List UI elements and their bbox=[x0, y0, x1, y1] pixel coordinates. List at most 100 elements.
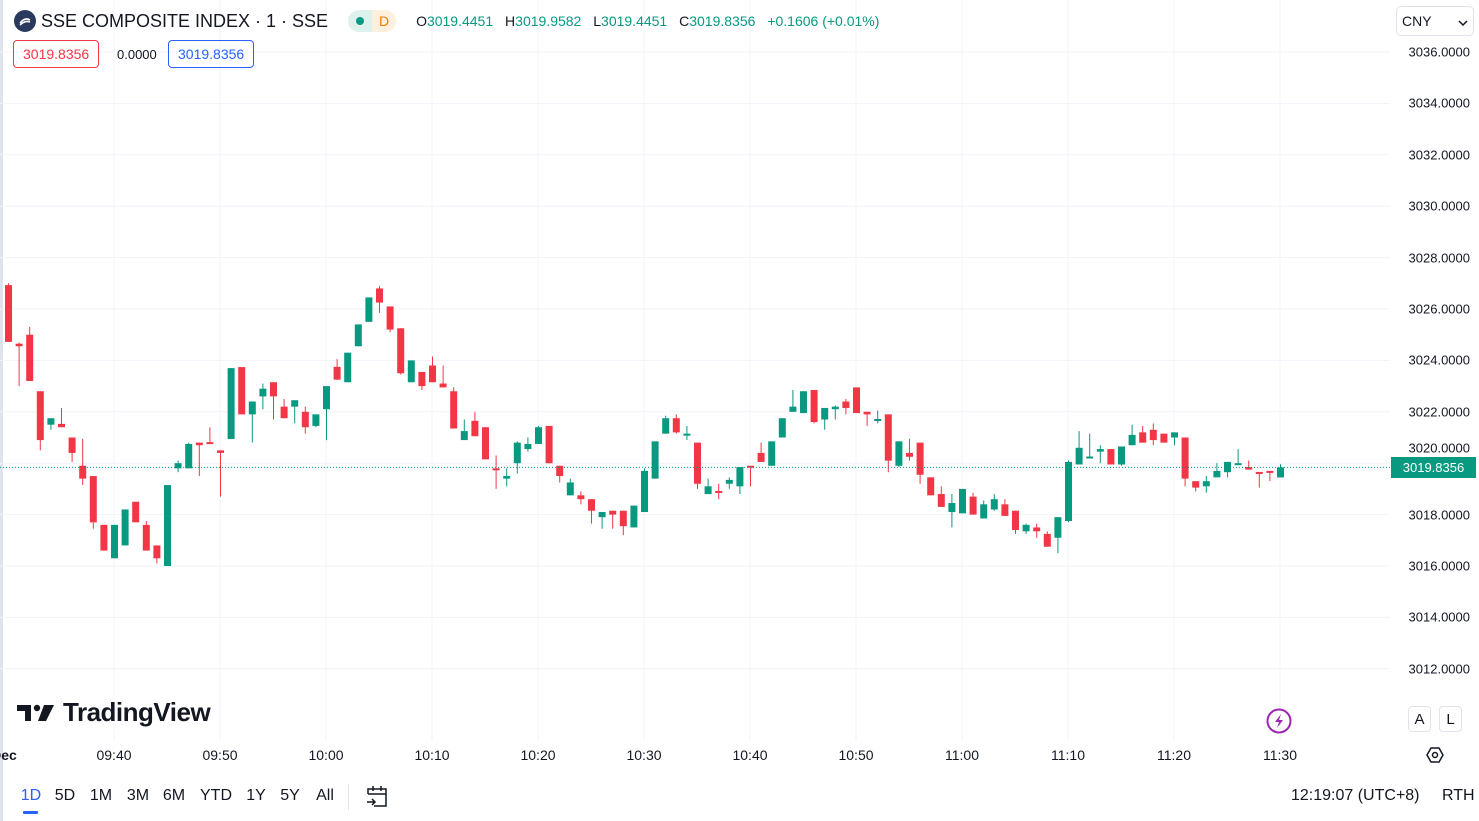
candle[interactable] bbox=[916, 442, 924, 484]
candle[interactable] bbox=[609, 510, 617, 529]
candle[interactable] bbox=[874, 410, 882, 424]
symbol-title[interactable]: SSE COMPOSITE INDEX · 1 · SSE bbox=[41, 10, 329, 31]
candle[interactable] bbox=[68, 437, 76, 462]
candle[interactable] bbox=[217, 450, 224, 497]
candle[interactable] bbox=[185, 442, 193, 469]
candle[interactable] bbox=[641, 468, 648, 513]
candle[interactable] bbox=[959, 488, 966, 514]
candle[interactable] bbox=[598, 512, 606, 529]
candle[interactable] bbox=[5, 283, 12, 342]
candle[interactable] bbox=[1075, 431, 1083, 465]
candle[interactable] bbox=[1149, 423, 1157, 446]
candle[interactable] bbox=[535, 425, 542, 444]
candle[interactable] bbox=[1001, 499, 1009, 516]
candle[interactable] bbox=[842, 398, 850, 415]
candle[interactable] bbox=[270, 382, 277, 420]
candle[interactable] bbox=[354, 324, 362, 347]
candle[interactable] bbox=[1213, 463, 1221, 478]
log-scale-button[interactable]: L bbox=[1439, 706, 1462, 732]
candle[interactable] bbox=[906, 438, 913, 461]
range-5d[interactable]: 5D bbox=[54, 787, 76, 804]
range-5y[interactable]: 5Y bbox=[280, 787, 300, 804]
candle[interactable] bbox=[132, 501, 140, 523]
candle[interactable] bbox=[1033, 523, 1041, 538]
candle[interactable] bbox=[291, 400, 299, 424]
candle[interactable] bbox=[545, 425, 553, 464]
candle[interactable] bbox=[344, 352, 352, 383]
candle[interactable] bbox=[301, 406, 309, 434]
clock-timezone[interactable]: 12:19:07 (UTC+8) bbox=[1291, 787, 1420, 804]
candle[interactable] bbox=[683, 425, 691, 441]
candle[interactable] bbox=[100, 524, 108, 551]
candle[interactable] bbox=[619, 510, 627, 536]
candle[interactable] bbox=[142, 521, 150, 551]
candle[interactable] bbox=[36, 391, 44, 451]
candle[interactable] bbox=[948, 494, 956, 528]
candle[interactable] bbox=[15, 342, 23, 387]
candle[interactable] bbox=[1255, 471, 1263, 488]
candle[interactable] bbox=[1065, 460, 1072, 523]
candle[interactable] bbox=[47, 418, 55, 430]
range-all[interactable]: All bbox=[316, 787, 334, 804]
settings-icon[interactable] bbox=[1425, 745, 1445, 770]
candle[interactable] bbox=[1054, 517, 1062, 554]
candle[interactable] bbox=[704, 478, 712, 495]
candle[interactable] bbox=[238, 367, 246, 415]
candle[interactable] bbox=[397, 328, 405, 375]
candle[interactable] bbox=[503, 468, 511, 487]
candle[interactable] bbox=[810, 389, 818, 424]
candle[interactable] bbox=[768, 441, 776, 466]
auto-scale-button[interactable]: A bbox=[1408, 706, 1431, 732]
candle[interactable] bbox=[460, 419, 468, 441]
candle[interactable] bbox=[450, 387, 458, 429]
candle[interactable] bbox=[1245, 460, 1253, 470]
candle[interactable] bbox=[1160, 433, 1168, 443]
candle[interactable] bbox=[566, 478, 574, 496]
candle[interactable] bbox=[439, 365, 447, 388]
candle[interactable] bbox=[725, 477, 733, 489]
sell-price-button[interactable]: 3019.8356 bbox=[13, 40, 100, 68]
candle[interactable] bbox=[1181, 437, 1189, 487]
candle[interactable] bbox=[736, 467, 744, 495]
candle[interactable] bbox=[471, 411, 479, 437]
range-1y[interactable]: 1Y bbox=[246, 787, 266, 804]
candle[interactable] bbox=[513, 441, 521, 474]
candle[interactable] bbox=[174, 460, 182, 473]
candle[interactable] bbox=[386, 306, 394, 333]
candle[interactable] bbox=[121, 509, 129, 546]
candle[interactable] bbox=[280, 398, 288, 419]
candle[interactable] bbox=[715, 483, 723, 500]
candle[interactable] bbox=[164, 485, 171, 566]
candle[interactable] bbox=[1171, 432, 1178, 446]
candle[interactable] bbox=[980, 500, 988, 519]
candle[interactable] bbox=[376, 285, 383, 313]
candle[interactable] bbox=[206, 427, 214, 445]
range-6m[interactable]: 6M bbox=[162, 787, 186, 804]
candle[interactable] bbox=[821, 407, 829, 430]
candle[interactable] bbox=[1277, 464, 1284, 478]
candle[interactable] bbox=[1086, 433, 1094, 459]
candle[interactable] bbox=[853, 387, 860, 414]
go-to-date-calendar-icon[interactable] bbox=[364, 784, 390, 815]
candle[interactable] bbox=[884, 414, 892, 473]
candle[interactable] bbox=[831, 405, 839, 420]
candle[interactable] bbox=[577, 491, 585, 505]
currency-select[interactable]: CNY bbox=[1396, 6, 1474, 36]
candle[interactable] bbox=[651, 441, 659, 479]
candle[interactable] bbox=[927, 477, 935, 496]
candle[interactable] bbox=[323, 386, 330, 441]
candle[interactable] bbox=[1043, 531, 1051, 547]
candle[interactable] bbox=[789, 389, 797, 412]
candle[interactable] bbox=[800, 391, 807, 414]
candle[interactable] bbox=[1022, 523, 1030, 534]
candle[interactable] bbox=[111, 524, 118, 559]
candle[interactable] bbox=[259, 383, 267, 410]
candlestick-chart[interactable] bbox=[0, 0, 1390, 740]
candle[interactable] bbox=[778, 418, 786, 438]
candle[interactable] bbox=[895, 441, 903, 468]
candle[interactable] bbox=[990, 494, 998, 511]
tradingview-watermark[interactable]: TradingView bbox=[17, 697, 211, 728]
candle[interactable] bbox=[1107, 449, 1115, 465]
candle[interactable] bbox=[1096, 445, 1104, 464]
candle[interactable] bbox=[524, 437, 532, 452]
